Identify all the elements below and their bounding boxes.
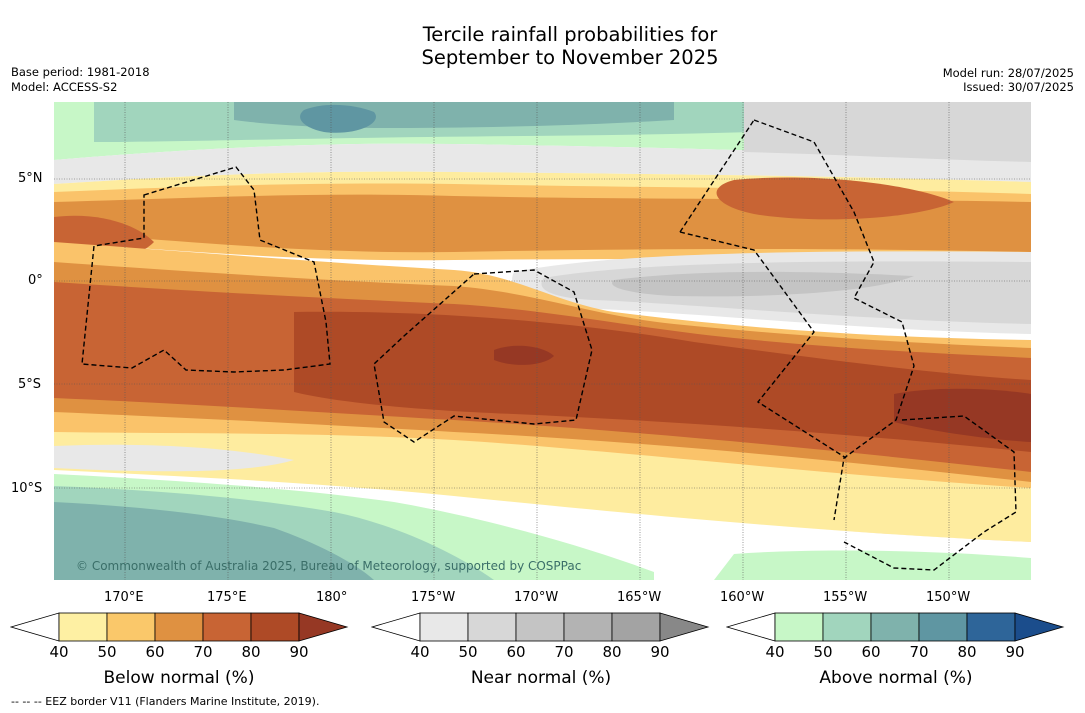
colorbar-below-normal [10, 612, 349, 642]
colorbar-cell-70 [918, 612, 968, 642]
cb-below-tick-40: 40 [49, 643, 69, 661]
base-period-label: Base period: 1981-2018 [11, 65, 150, 79]
colorbar-extend-low [10, 612, 60, 642]
cb-above-title: Above normal (%) [819, 668, 973, 688]
band-below-80-north [716, 177, 954, 220]
cb-near-tick-40: 40 [410, 643, 430, 661]
eez-border-cook [843, 415, 1017, 571]
cb-near-tick-70: 70 [554, 643, 574, 661]
cb-near-tick-60: 60 [506, 643, 526, 661]
cb-below-tick-60: 60 [145, 643, 165, 661]
colorbar-extend-low [726, 612, 776, 642]
colorbar-near-normal [371, 612, 710, 642]
band-below-90-main [294, 311, 1031, 452]
graticule [54, 102, 1031, 580]
band-below-max-east [894, 388, 1031, 442]
lat-label-0: 0° [28, 273, 43, 288]
colorbar-cell-90 [298, 612, 349, 642]
colorbar-cell-70 [563, 612, 613, 642]
eez-border-kiribati-gilbert [81, 166, 331, 373]
eez-border-phoenix [373, 269, 593, 443]
cb-above-tick-40: 40 [765, 643, 785, 661]
cb-near-title: Near normal (%) [470, 668, 612, 688]
colorbar-cell-90 [1014, 612, 1065, 642]
map-title-line1: Tercile rainfall probabilities for [422, 23, 718, 46]
band-above-70-north [300, 104, 376, 133]
band-near-50-ne [744, 102, 1031, 162]
band-above-60-south [54, 502, 374, 580]
cb-below-tick-90: 90 [289, 643, 309, 661]
colorbar-cell-60 [870, 612, 920, 642]
model-run-label: Model run: 28/07/2025 [942, 66, 1074, 80]
colorbar-cell-40 [58, 612, 108, 642]
map-title-line2: September to November 2025 [421, 46, 719, 69]
cb-below-tick-80: 80 [241, 643, 261, 661]
band-near-60-equator [612, 271, 914, 297]
band-below-50-south [54, 432, 1031, 542]
eez-border-south [679, 231, 847, 459]
lon-label-165w: 165°W [617, 590, 662, 605]
lon-label-150w: 150°W [926, 590, 971, 605]
lon-label-175w: 175°W [411, 590, 456, 605]
eez-border-line-islands [753, 119, 915, 521]
band-near-40-south [54, 444, 294, 472]
eez-borders [81, 119, 1017, 571]
cb-near-tick-90: 90 [650, 643, 670, 661]
lon-label-170w: 170°W [514, 590, 559, 605]
band-above-40-se [714, 550, 1031, 580]
cb-near-tick-80: 80 [602, 643, 622, 661]
issued-label: Issued: 30/07/2025 [963, 80, 1074, 94]
band-near-40-north [54, 143, 1031, 184]
lon-label-155w: 155°W [823, 590, 868, 605]
colorbar-cell-50 [822, 612, 872, 642]
cb-below-tick-50: 50 [97, 643, 117, 661]
cb-above-tick-50: 50 [813, 643, 833, 661]
cb-below-tick-70: 70 [193, 643, 213, 661]
colorbar-cell-60 [154, 612, 204, 642]
lon-label-170e: 170°E [104, 590, 144, 605]
map-copyright: © Commonwealth of Australia 2025, Bureau… [76, 559, 581, 573]
colorbar-cell-40 [774, 612, 824, 642]
band-below-max-center [494, 345, 554, 365]
colorbar-cell-50 [106, 612, 156, 642]
lon-label-175e: 175°E [207, 590, 247, 605]
model-label: Model: ACCESS-S2 [11, 80, 118, 94]
colorbar-cell-40 [419, 612, 469, 642]
colorbar-extend-low [371, 612, 421, 642]
lat-label-5n: 5°N [18, 171, 43, 186]
lat-label-10s: 10°S [11, 481, 43, 496]
lon-label-160w: 160°W [720, 590, 765, 605]
cb-above-tick-70: 70 [909, 643, 929, 661]
eez-footnote: -- -- -- EEZ border V11 (Flanders Marine… [11, 695, 320, 708]
colorbar-cell-80 [966, 612, 1016, 642]
lat-label-5s: 5°S [18, 377, 42, 392]
colorbar-cell-70 [202, 612, 252, 642]
rainfall-probability-map: © Commonwealth of Australia 2025, Bureau… [54, 102, 1031, 580]
cb-above-tick-90: 90 [1005, 643, 1025, 661]
cb-above-tick-60: 60 [861, 643, 881, 661]
lon-label-180: 180° [316, 590, 348, 605]
colorbar-cell-50 [467, 612, 517, 642]
eez-border-line-north [679, 119, 755, 233]
colorbar-cell-80 [611, 612, 661, 642]
colorbar-cell-80 [250, 612, 300, 642]
colorbar-cell-60 [515, 612, 565, 642]
cb-near-tick-50: 50 [458, 643, 478, 661]
colorbar-above-normal [726, 612, 1065, 642]
cb-above-tick-80: 80 [957, 643, 977, 661]
colorbar-cell-90 [659, 612, 710, 642]
cb-below-title: Below normal (%) [103, 668, 255, 688]
